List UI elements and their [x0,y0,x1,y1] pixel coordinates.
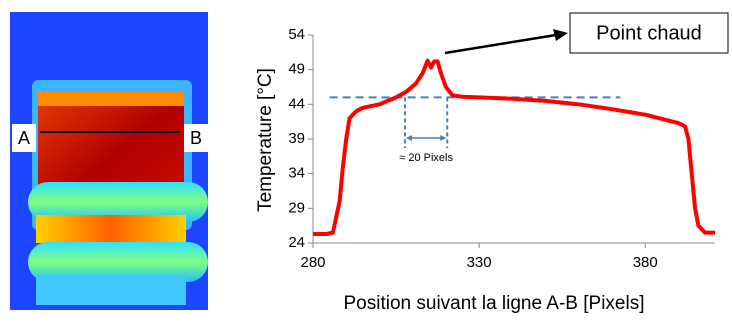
y-tick-label: 49 [288,61,305,78]
x-tick-label: 280 [300,254,325,271]
arrow-head [553,29,568,41]
label-b: B [190,128,202,148]
span-arrow-head [406,135,413,142]
span-label: ≈ 20 Pixels [399,152,453,164]
span-arrow-head [440,135,447,142]
data-line [313,58,715,236]
annotation-arrow [444,33,557,55]
y-axis-label: Temperature [°C] [255,68,276,212]
x-tick-label: 380 [633,254,658,271]
y-tick-label: 34 [288,165,305,182]
x-axis-label: Position suivant la ligne A-B [Pixels] [344,293,645,314]
y-tick-label: 54 [288,26,305,43]
y-tick-label: 29 [288,199,305,216]
x-tick-label: 330 [467,254,492,271]
y-tick-label: 24 [288,234,305,251]
annotation-box [569,12,729,54]
thermal-image: A B [10,12,208,310]
label-a: A [18,128,30,148]
annotation: Point chaud [596,22,702,44]
y-tick-label: 39 [288,130,305,147]
y-tick-label: 44 [288,95,305,112]
